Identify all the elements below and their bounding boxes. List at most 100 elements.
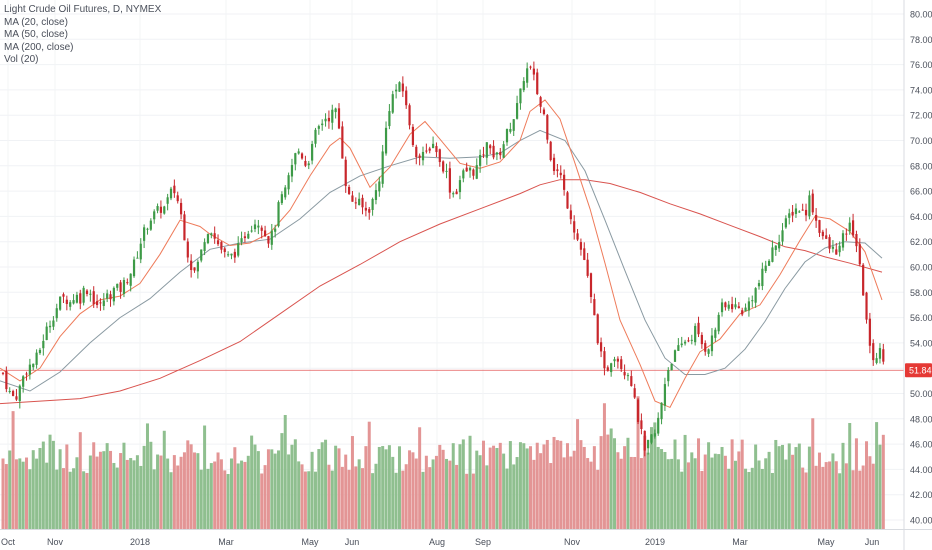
candle-body — [579, 242, 583, 250]
volume-bar — [65, 444, 69, 529]
price-axis[interactable]: 80.00 78.00 76.00 74.00 72.00 70.00 68.00 66.00… — [910, 10, 932, 526]
legend-ma200[interactable]: MA (200, close) — [4, 41, 74, 53]
volume-bar — [858, 470, 862, 529]
candle-body — [213, 233, 216, 239]
candle-body — [640, 420, 643, 429]
legend-title[interactable]: Light Crude Oil Futures, D, NYMEX — [4, 4, 162, 15]
candle-body — [526, 68, 529, 83]
candle-body — [512, 119, 515, 131]
volume-bar — [834, 461, 838, 529]
legend-ma50[interactable]: MA (50, close) — [4, 29, 68, 40]
legend-ma20[interactable]: MA (20, close) — [4, 16, 68, 28]
candle-body — [841, 233, 845, 248]
candle-body — [479, 154, 482, 166]
volume-bar — [693, 458, 697, 529]
candle-body — [405, 90, 408, 106]
volume-bar — [592, 446, 596, 529]
time-axis[interactable]: Oct Nov 2018 Mar May Jun Aug Sep Nov 2019 Mar May Ju… — [1, 537, 879, 547]
candle-body — [791, 211, 794, 216]
candle-body — [314, 129, 317, 144]
candle-body — [428, 148, 431, 151]
candle-body — [858, 244, 861, 265]
volume-bar — [599, 436, 603, 529]
candle-body — [311, 143, 314, 161]
candle-body — [563, 174, 566, 190]
volume-bar — [589, 461, 593, 529]
candle-body — [153, 211, 156, 220]
candle-body — [445, 170, 448, 172]
volume-bar — [273, 453, 277, 529]
volume-bar — [878, 444, 882, 529]
price-tick-label: 72.00 — [910, 111, 932, 121]
candle-body — [116, 283, 119, 288]
candle-body — [835, 249, 838, 255]
candle-body — [868, 318, 871, 346]
chart-legend: Light Crude Oil Futures, D, NYMEX MA (20… — [4, 4, 161, 67]
candle-body — [586, 259, 589, 276]
volume-bar — [270, 449, 274, 529]
volume-bar — [38, 447, 42, 529]
candle-body — [613, 359, 616, 362]
volume-bar — [666, 459, 670, 529]
volume-bar — [337, 448, 341, 529]
volume-bar — [350, 436, 354, 529]
candle-body — [5, 370, 8, 390]
price-tick-label: 40.00 — [910, 516, 932, 526]
candle-body — [216, 240, 220, 245]
volume-bar — [397, 446, 401, 529]
candle-body — [566, 192, 569, 209]
volume-bar — [643, 435, 647, 529]
candle-body — [616, 358, 619, 362]
candle-body — [52, 320, 55, 327]
candle-body — [274, 228, 277, 232]
candle-body — [297, 151, 300, 154]
volume-bar — [61, 468, 65, 529]
candle-body — [727, 304, 730, 309]
volume-bar — [781, 444, 785, 529]
candle-body — [522, 81, 525, 91]
volume-bar — [293, 439, 297, 529]
volume-bar — [283, 414, 287, 529]
volume-bar — [21, 461, 25, 529]
volume-bar — [129, 458, 133, 529]
candle-body — [136, 257, 139, 259]
time-tick-label: 2019 — [645, 537, 665, 547]
price-tick-label: 42.00 — [910, 490, 932, 500]
candle-body — [435, 146, 438, 153]
candle-body — [15, 396, 18, 400]
volume-bar — [253, 444, 257, 529]
candle-body — [260, 227, 263, 231]
candle-body — [495, 152, 499, 155]
candle-body — [573, 221, 576, 233]
volume-bar — [206, 468, 210, 529]
volume-bar — [361, 468, 365, 529]
volume-bar — [774, 439, 778, 529]
candle-body — [122, 279, 126, 294]
volume-bar — [478, 455, 482, 529]
volume-bar — [717, 454, 721, 529]
volume-bar — [189, 444, 193, 529]
candle-body — [196, 261, 199, 272]
candle-body — [354, 202, 357, 204]
volume-bar — [377, 446, 381, 529]
volume-bar — [132, 460, 136, 529]
volume-bar — [387, 445, 391, 529]
candle-body — [378, 181, 381, 192]
volume-bar — [512, 464, 516, 529]
volume-bar — [119, 453, 123, 529]
candle-body — [55, 308, 58, 319]
candle-body — [623, 371, 626, 376]
candle-body — [75, 294, 79, 303]
legend-volume[interactable]: Vol (20) — [4, 54, 39, 65]
candle-body — [569, 210, 572, 220]
volume-bar — [606, 434, 610, 529]
candle-body — [653, 433, 656, 437]
volume-bar — [240, 460, 244, 529]
volume-bar — [522, 443, 526, 529]
volume-bar — [287, 454, 291, 529]
volume-bar — [713, 453, 717, 529]
volume-bar — [629, 456, 633, 529]
candle-body — [415, 146, 418, 158]
candle-body — [633, 388, 636, 398]
